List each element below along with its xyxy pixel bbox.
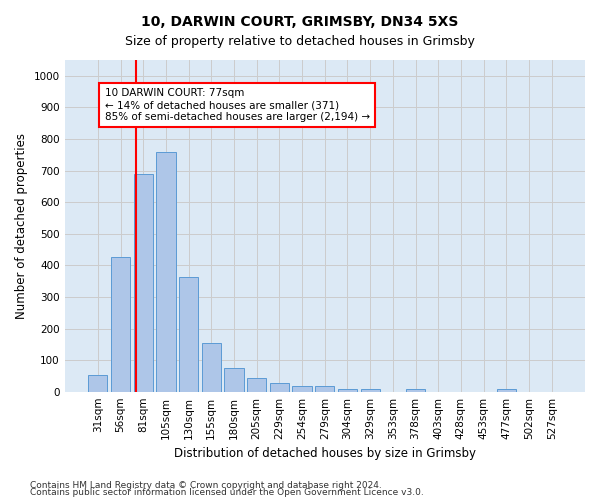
Bar (224, 368, 244, 392)
Bar (361, 388, 380, 392)
Bar (134, 174, 153, 392)
Bar (202, 342, 221, 392)
Bar (179, 278, 198, 392)
Bar (88, 376, 107, 392)
Bar (247, 378, 266, 392)
Bar (338, 388, 357, 392)
Text: Contains HM Land Registry data © Crown copyright and database right 2024.: Contains HM Land Registry data © Crown c… (30, 480, 382, 490)
Text: 10, DARWIN COURT, GRIMSBY, DN34 5XS: 10, DARWIN COURT, GRIMSBY, DN34 5XS (142, 15, 458, 29)
Text: 10 DARWIN COURT: 77sqm
← 14% of detached houses are smaller (371)
85% of semi-de: 10 DARWIN COURT: 77sqm ← 14% of detached… (104, 88, 370, 122)
Bar (406, 388, 425, 392)
Text: Size of property relative to detached houses in Grimsby: Size of property relative to detached ho… (125, 35, 475, 48)
Bar (315, 386, 334, 392)
Bar (111, 258, 130, 392)
Bar (292, 386, 312, 392)
Bar (270, 383, 289, 392)
Y-axis label: Number of detached properties: Number of detached properties (15, 133, 28, 319)
Bar (497, 388, 516, 392)
Text: Contains public sector information licensed under the Open Government Licence v3: Contains public sector information licen… (30, 488, 424, 497)
X-axis label: Distribution of detached houses by size in Grimsby: Distribution of detached houses by size … (174, 447, 476, 460)
Bar (156, 152, 176, 392)
